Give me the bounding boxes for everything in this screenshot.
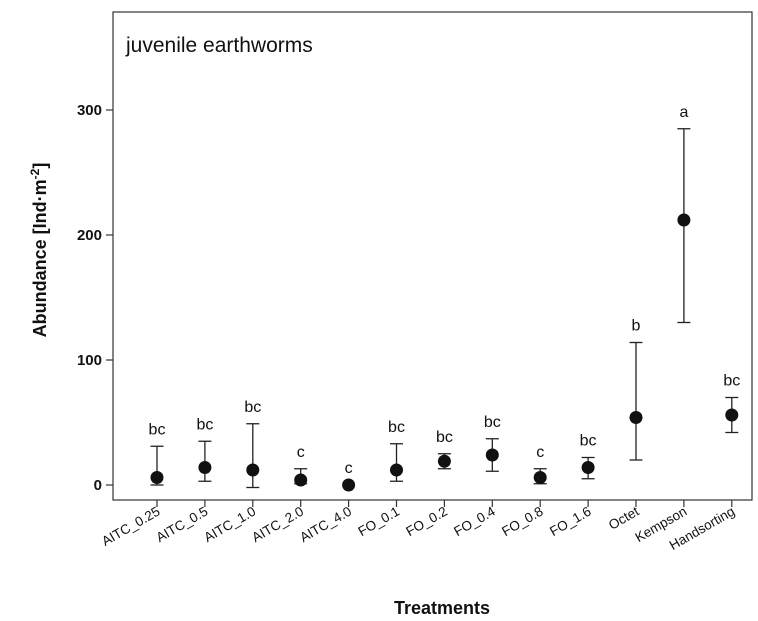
x-tick-label: AITC_0.5 <box>154 504 211 546</box>
x-tick-label: Octet <box>606 503 642 532</box>
error-bars <box>150 128 739 489</box>
y-tick-label: 200 <box>77 227 102 244</box>
y-axis-label: Abundance [Ind·m-2] <box>28 163 50 338</box>
y-tick-label: 300 <box>77 102 102 119</box>
data-point <box>485 448 499 462</box>
significance-label: bc <box>196 416 213 433</box>
x-axis: AITC_0.25AITC_0.5AITC_1.0AITC_2.0AITC_4.… <box>99 500 737 553</box>
significance-label: bc <box>149 421 166 438</box>
x-tick-label: AITC_1.0 <box>201 504 258 546</box>
significance-label: bc <box>723 373 740 390</box>
data-point <box>629 411 643 424</box>
data-point <box>533 471 547 484</box>
x-tick-label: FO_0.4 <box>451 503 498 539</box>
data-point <box>581 461 595 474</box>
x-tick-label: FO_0.1 <box>356 504 402 540</box>
data-points <box>150 213 739 492</box>
y-tick-label: 100 <box>77 352 102 369</box>
significance-label: bc <box>244 399 261 416</box>
x-tick-label: FO_0.2 <box>403 504 449 540</box>
significance-label: bc <box>436 429 453 446</box>
chart-title: juvenile earthworms <box>125 34 313 57</box>
significance-label: b <box>632 318 641 335</box>
data-point <box>246 463 260 477</box>
x-axis-label: Treatments <box>394 598 490 618</box>
data-point <box>150 471 164 484</box>
data-point <box>677 213 691 227</box>
data-point <box>725 408 739 422</box>
significance-label: c <box>536 444 544 461</box>
significance-label: a <box>679 104 688 121</box>
plot-area <box>112 11 753 501</box>
x-tick-label: FO_0.8 <box>499 504 545 540</box>
data-point <box>342 478 356 492</box>
x-tick-label: FO_1.6 <box>547 504 593 540</box>
x-tick-label: AITC_2.0 <box>249 504 306 546</box>
significance-label: bc <box>580 433 597 450</box>
data-point <box>437 454 451 468</box>
data-point <box>294 473 308 487</box>
plot-frame <box>112 11 753 501</box>
y-tick-label: 0 <box>94 477 102 494</box>
significance-label: bc <box>484 414 501 431</box>
data-point <box>390 463 403 477</box>
significance-labels: bc bc bc c c bc bc bc c bc b a bc <box>149 104 741 477</box>
y-axis: 0 100 200 300 <box>77 102 113 494</box>
significance-label: bc <box>388 419 405 436</box>
x-tick-label: AITC_4.0 <box>297 504 354 546</box>
x-tick-label: AITC_0.25 <box>99 504 162 549</box>
significance-label: c <box>297 444 305 461</box>
data-point <box>198 461 212 474</box>
significance-label: c <box>345 460 353 477</box>
